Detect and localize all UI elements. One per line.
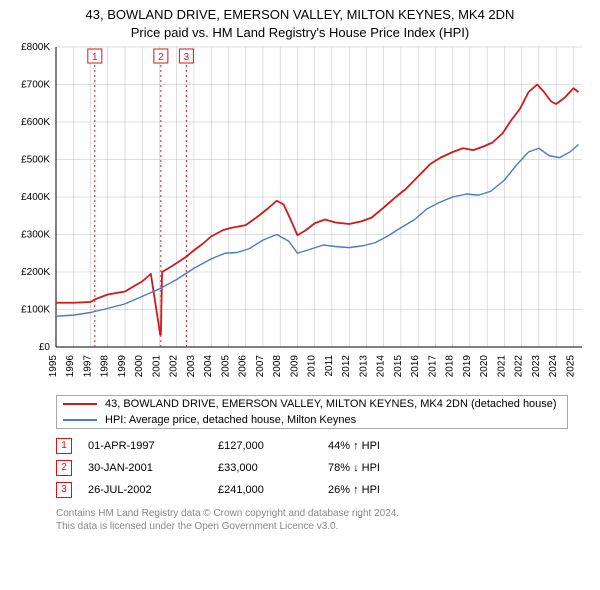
svg-text:£500K: £500K — [21, 155, 50, 166]
event-date: 26-JUL-2002 — [88, 484, 218, 496]
svg-text:2007: 2007 — [255, 355, 266, 378]
event-price: £241,000 — [218, 484, 328, 496]
svg-text:2023: 2023 — [531, 355, 542, 378]
title-line-1: 43, BOWLAND DRIVE, EMERSON VALLEY, MILTO… — [0, 6, 600, 24]
event-price: £33,000 — [218, 462, 328, 474]
svg-text:1998: 1998 — [100, 355, 111, 378]
event-date: 30-JAN-2001 — [88, 462, 218, 474]
svg-text:2009: 2009 — [289, 355, 300, 378]
title-line-2: Price paid vs. HM Land Registry's House … — [0, 24, 600, 42]
svg-text:3: 3 — [184, 52, 190, 63]
legend-label: HPI: Average price, detached house, Milt… — [105, 414, 356, 426]
event-row: 2 30-JAN-2001£33,00078% ↓ HPI — [56, 457, 568, 479]
svg-text:£800K: £800K — [21, 42, 50, 53]
svg-text:2019: 2019 — [462, 355, 473, 378]
svg-text:£100K: £100K — [21, 305, 50, 316]
svg-text:£600K: £600K — [21, 117, 50, 128]
svg-text:2001: 2001 — [151, 355, 162, 378]
svg-text:1997: 1997 — [82, 355, 93, 378]
event-change: 26% ↑ HPI — [328, 484, 568, 496]
event-marker: 3 — [56, 482, 72, 498]
chart-area: £0 £100K £200K £300K £400K £500K £600K £700K £80… — [0, 41, 600, 391]
svg-text:2013: 2013 — [358, 355, 369, 378]
legend-label: 43, BOWLAND DRIVE, EMERSON VALLEY, MILTO… — [105, 398, 557, 410]
svg-text:1996: 1996 — [65, 355, 76, 378]
svg-text:2024: 2024 — [548, 355, 559, 378]
svg-text:2000: 2000 — [134, 355, 145, 378]
footnote-line-1: Contains HM Land Registry data © Crown c… — [56, 507, 568, 520]
footnote-line-2: This data is licensed under the Open Gov… — [56, 520, 568, 533]
svg-text:2014: 2014 — [376, 355, 387, 378]
svg-text:£400K: £400K — [21, 192, 50, 203]
svg-text:2022: 2022 — [514, 355, 525, 378]
svg-text:£0: £0 — [39, 342, 51, 353]
event-date: 01-APR-1997 — [88, 440, 218, 452]
event-price: £127,000 — [218, 440, 328, 452]
svg-text:2006: 2006 — [238, 355, 249, 378]
legend: 43, BOWLAND DRIVE, EMERSON VALLEY, MILTO… — [56, 395, 568, 429]
legend-swatch — [63, 403, 97, 405]
event-marker: 1 — [56, 438, 72, 454]
svg-text:£200K: £200K — [21, 267, 50, 278]
svg-text:£300K: £300K — [21, 230, 50, 241]
svg-text:2020: 2020 — [479, 355, 490, 378]
svg-text:2017: 2017 — [427, 355, 438, 378]
svg-text:2025: 2025 — [565, 355, 576, 378]
svg-text:2010: 2010 — [307, 355, 318, 378]
svg-text:£700K: £700K — [21, 80, 50, 91]
svg-text:2012: 2012 — [341, 355, 352, 378]
chart-title: 43, BOWLAND DRIVE, EMERSON VALLEY, MILTO… — [0, 0, 600, 41]
svg-text:2021: 2021 — [496, 355, 507, 378]
svg-text:2008: 2008 — [272, 355, 283, 378]
event-change: 78% ↓ HPI — [328, 462, 568, 474]
svg-text:2005: 2005 — [220, 355, 231, 378]
svg-text:2016: 2016 — [410, 355, 421, 378]
legend-item: 43, BOWLAND DRIVE, EMERSON VALLEY, MILTO… — [57, 396, 567, 412]
event-row: 1 01-APR-1997£127,00044% ↑ HPI — [56, 435, 568, 457]
svg-text:2002: 2002 — [169, 355, 180, 378]
footnote: Contains HM Land Registry data © Crown c… — [56, 507, 568, 533]
event-list: 1 01-APR-1997£127,00044% ↑ HPI 2 30-JAN-200… — [56, 435, 568, 501]
legend-swatch — [63, 419, 97, 421]
legend-item: HPI: Average price, detached house, Milt… — [57, 412, 567, 428]
svg-text:1995: 1995 — [48, 355, 59, 378]
svg-text:1999: 1999 — [117, 355, 128, 378]
event-marker: 2 — [56, 460, 72, 476]
line-chart-svg: £0 £100K £200K £300K £400K £500K £600K £700K £80… — [0, 41, 600, 391]
svg-text:2018: 2018 — [445, 355, 456, 378]
event-change: 44% ↑ HPI — [328, 440, 568, 452]
svg-text:2011: 2011 — [324, 355, 335, 377]
svg-text:2004: 2004 — [203, 355, 214, 378]
event-row: 3 26-JUL-2002£241,00026% ↑ HPI — [56, 479, 568, 501]
svg-text:2: 2 — [158, 52, 164, 63]
svg-text:2003: 2003 — [186, 355, 197, 378]
svg-text:1: 1 — [92, 52, 98, 63]
svg-text:2015: 2015 — [393, 355, 404, 378]
